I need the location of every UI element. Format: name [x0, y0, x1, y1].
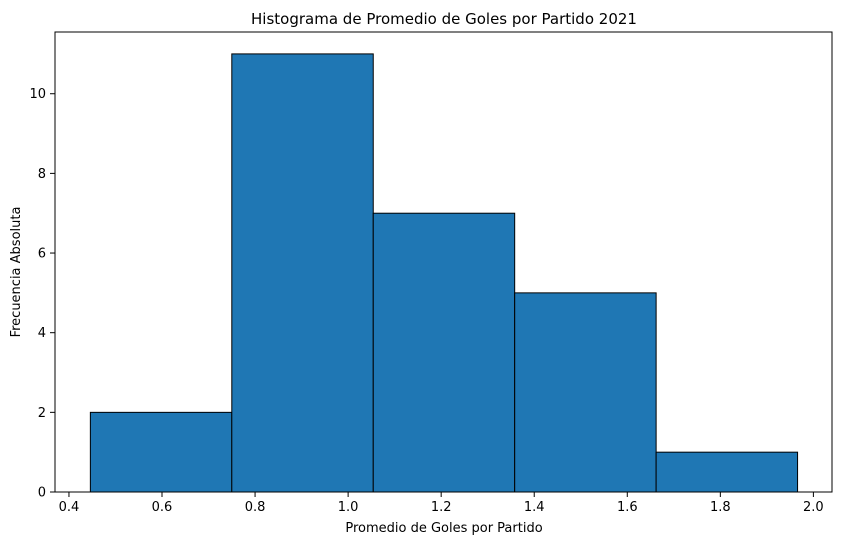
histogram-bar-3: [372, 212, 516, 493]
y-tick-label: 2: [38, 406, 46, 421]
x-tick-label: 2.0: [803, 500, 824, 515]
y-axis-label: Frecuencia Absoluta: [9, 207, 24, 338]
y-tick-label: 0: [38, 486, 46, 501]
y-tick-label: 10: [29, 87, 46, 102]
x-tick-label: 0.8: [245, 500, 266, 515]
x-axis-label: Promedio de Goles por Partido: [345, 521, 542, 536]
histogram-bar-5: [655, 451, 799, 493]
x-tick-label: 1.8: [710, 500, 731, 515]
histogram-bar-1: [89, 411, 233, 493]
x-tick-label: 1.0: [338, 500, 359, 515]
plot-frame: [54, 31, 833, 493]
histogram-bar-2: [231, 53, 374, 493]
x-tick-label: 1.4: [524, 500, 545, 515]
x-tick-label: 1.6: [617, 500, 638, 515]
x-tick-label: 1.2: [431, 500, 452, 515]
y-tick-label: 6: [38, 247, 46, 262]
x-tick-label: 0.4: [59, 500, 80, 515]
chart-title: Histograma de Promedio de Goles por Part…: [251, 10, 637, 28]
x-axis-ticks: 0.4 0.6 0.8 1.0 1.2 1.4 1.6 1.8 2.0: [59, 492, 824, 515]
x-tick-label: 0.6: [152, 500, 173, 515]
y-tick-label: 8: [38, 167, 46, 182]
histogram-bar-4: [514, 292, 657, 493]
y-tick-label: 4: [38, 326, 46, 341]
bars-layer: [89, 53, 799, 493]
y-axis-ticks: 0 2 4 6 8 10: [29, 87, 55, 501]
